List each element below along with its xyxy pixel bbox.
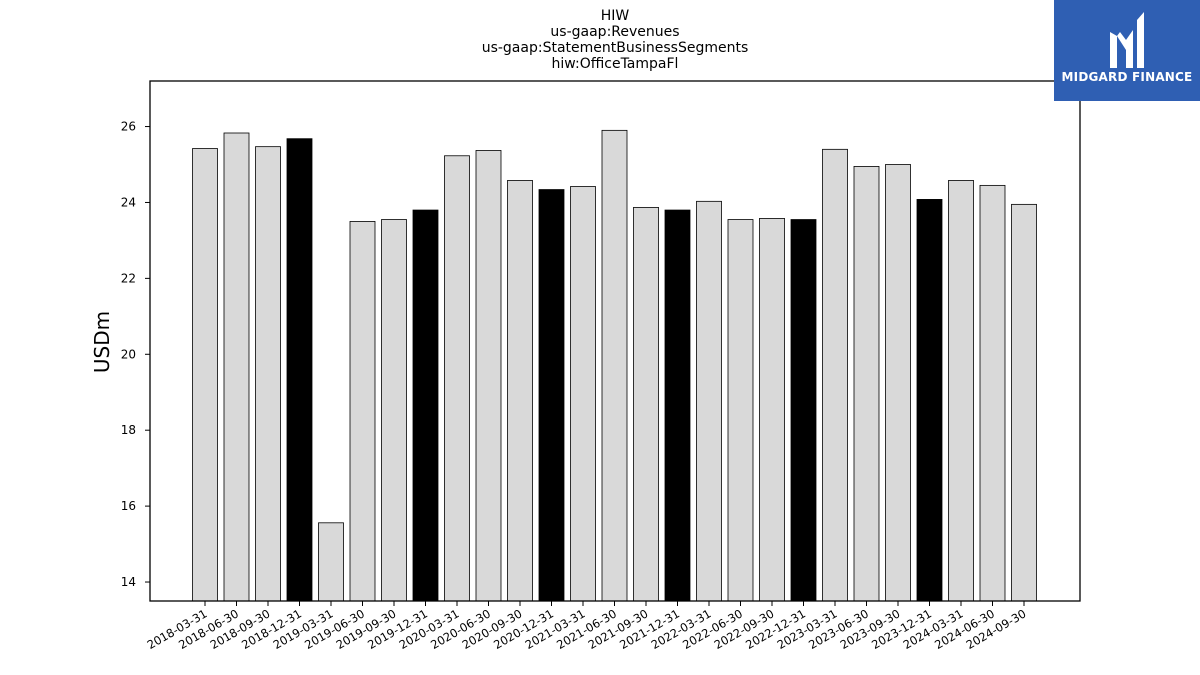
bar-2019-12-31 [412, 209, 439, 602]
bar-2023-03-31 [822, 148, 848, 602]
bar-2023-06-30 [853, 166, 880, 602]
logo-mark-icon [1110, 12, 1144, 68]
y-tick-label: 26 [121, 120, 136, 134]
bar-2024-09-30 [1011, 203, 1037, 602]
bar-2021-03-31 [570, 186, 596, 602]
chart-title-line-2: us-gaap:Revenues [550, 24, 680, 40]
bar-2018-12-31 [286, 138, 313, 602]
chart-title-line-3: us-gaap:StatementBusinessSegments [481, 40, 749, 56]
y-tick-label: 16 [121, 499, 136, 513]
y-tick-label: 24 [121, 195, 136, 209]
bar-2022-03-31 [696, 200, 722, 602]
bar-series [192, 129, 1037, 602]
bar-2018-06-30 [223, 132, 250, 602]
bar-2020-06-30 [475, 150, 502, 602]
bar-2018-03-31 [192, 148, 218, 602]
bar-2023-12-31 [916, 199, 943, 602]
chart-title-line-4: hiw:OfficeTampaFl [551, 56, 679, 72]
bar-2024-06-30 [979, 184, 1006, 602]
bar-2019-03-31 [318, 522, 344, 602]
chart-title-line-1: HIW [600, 8, 630, 24]
y-tick-label: 18 [121, 423, 136, 437]
bar-2019-06-30 [349, 221, 376, 602]
logo-text: MIDGARD FINANCE [1061, 70, 1193, 84]
bar-2023-09-30 [885, 164, 911, 602]
x-axis: 2018-03-312018-06-302018-09-302018-12-31… [145, 601, 1029, 652]
bar-2021-09-30 [633, 206, 659, 602]
y-tick-label: 20 [121, 347, 136, 361]
bar-2024-03-31 [948, 180, 974, 602]
bar-2019-09-30 [381, 219, 407, 602]
brand-logo: MIDGARD FINANCE [1054, 0, 1200, 101]
bar-2020-03-31 [444, 155, 470, 602]
bar-2018-09-30 [255, 146, 281, 602]
bar-2021-12-31 [664, 209, 691, 602]
bar-2021-06-30 [601, 129, 628, 602]
bar-2020-12-31 [538, 189, 565, 602]
bar-2020-09-30 [507, 180, 533, 602]
bar-2022-09-30 [759, 218, 785, 602]
y-axis: 14 16 18 20 22 24 26 [121, 120, 150, 589]
y-tick-label: 14 [121, 575, 136, 589]
y-tick-label: 22 [121, 271, 136, 285]
bar-2022-12-31 [790, 219, 817, 602]
bar-2022-06-30 [727, 219, 754, 602]
y-axis-label: USDm [90, 311, 114, 373]
